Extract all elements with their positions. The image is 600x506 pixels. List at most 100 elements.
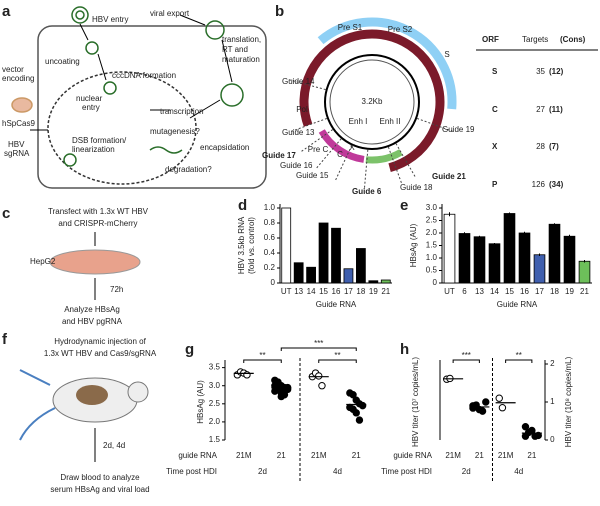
x-tick-label: 13 [294, 287, 303, 296]
guide-site [286, 78, 326, 91]
x-tick-label: 15 [319, 287, 328, 296]
panel-letter: e [400, 197, 408, 214]
group-label: 2d [258, 467, 267, 476]
panel-letter: c [2, 205, 10, 222]
injection [19, 369, 56, 441]
label: Hydrodynamic injection of [54, 337, 146, 346]
y-axis-label: (fold vs. control) [247, 217, 256, 274]
label: translation, [222, 35, 261, 44]
table-cell: X [492, 142, 498, 151]
point [521, 432, 530, 440]
label: vector [2, 65, 24, 74]
x-tick-label: 21 [527, 451, 536, 460]
bar [578, 260, 591, 284]
label: Pre S1 [338, 23, 363, 32]
bar [368, 280, 379, 284]
label: Pre S2 [388, 25, 413, 34]
guide-label: Guide 17 [262, 151, 296, 160]
label: encoding [2, 74, 34, 83]
panel-a-shapes [11, 6, 267, 189]
guide-site [299, 129, 333, 153]
table-cell: 28 [536, 142, 545, 151]
y-tick-label: 3.5 [209, 363, 221, 372]
label: cccDNA formation [112, 71, 176, 80]
group-label: 4d [333, 467, 342, 476]
x-tick-label: 17 [344, 287, 353, 296]
row-label: Time post HDI [166, 467, 217, 476]
significance-bracket [452, 359, 480, 363]
x-tick-label: 21M [498, 451, 514, 460]
table-cell: C [492, 105, 498, 114]
arrows [30, 14, 233, 131]
table-cell: (34) [549, 180, 564, 189]
x-tick-label: 21M [311, 451, 327, 460]
x-tick-label: 18 [550, 287, 559, 296]
bar [488, 243, 501, 284]
guide-label: Guide 14 [282, 77, 315, 86]
significance-label: ** [259, 351, 265, 360]
y-tick-label: 2 [550, 359, 555, 368]
table-cell: 35 [536, 67, 545, 76]
guide-label: Guide 18 [400, 183, 433, 192]
point [521, 423, 530, 431]
genome [324, 54, 420, 150]
y-tick-label: 0 [270, 278, 275, 287]
y-tick-label: 0.8 [264, 218, 276, 227]
genome [329, 59, 415, 145]
bar [343, 268, 354, 284]
table-header: (Cons) [560, 35, 586, 44]
y-axis-label: HBV 3.5kb RNA [237, 216, 246, 274]
guide-site [416, 117, 455, 133]
y-tick-label: 1.0 [264, 203, 276, 212]
table-header: Targets [522, 35, 548, 44]
label: maturation [222, 55, 260, 64]
y-axis-label: HBV titer (10⁷ copies/mL) [411, 357, 420, 447]
guide-label: Guide 21 [432, 172, 466, 181]
capsid [220, 83, 244, 107]
y-tick-label: 0.4 [264, 248, 276, 257]
label: X [349, 143, 355, 152]
point [358, 401, 367, 410]
vector [11, 97, 33, 113]
x-tick-label: 21 [381, 287, 390, 296]
label: uncoating [45, 57, 80, 66]
y-tick-label: 0 [550, 435, 555, 444]
y-tick-label: 0 [432, 278, 437, 287]
label: Enh I [349, 117, 368, 126]
cell [37, 25, 267, 189]
row-label: guide RNA [178, 451, 217, 460]
point [355, 416, 364, 424]
guide-label: Guide 15 [296, 171, 329, 180]
significance-bracket [243, 359, 282, 363]
label: linearization [72, 145, 115, 154]
x-tick-label: 21 [475, 451, 484, 460]
label: HBV entry [92, 15, 128, 24]
label: Draw blood to analyze [60, 473, 140, 482]
table-cell: P [492, 180, 498, 189]
bar [518, 232, 531, 284]
x-tick-label: 14 [490, 287, 499, 296]
cccdna [103, 81, 117, 95]
label: Transfect with 1.3x WT HBV [48, 207, 149, 216]
point [277, 392, 285, 401]
x-tick-label: 18 [356, 287, 365, 296]
label: 2d, 4d [103, 441, 125, 450]
table-cell: (12) [549, 67, 564, 76]
row-label: Time post HDI [381, 467, 432, 476]
y-tick-label: 2.5 [209, 399, 221, 408]
orf-arc [299, 29, 445, 173]
label: transcription [160, 107, 204, 116]
bar [458, 233, 471, 284]
panel-letter: f [2, 331, 8, 348]
label: encapsidation [200, 143, 249, 152]
guide-label: Guide 13 [282, 128, 315, 137]
liver [76, 385, 108, 405]
significance-bracket [318, 359, 357, 363]
label: Enh II [380, 117, 401, 126]
y-tick-label: 2.0 [426, 228, 438, 237]
guide-site [363, 149, 369, 190]
y-tick-label: 1 [550, 397, 555, 406]
table-cell: 27 [536, 105, 545, 114]
mrna [149, 146, 183, 154]
x-tick-label: 21 [277, 451, 286, 460]
